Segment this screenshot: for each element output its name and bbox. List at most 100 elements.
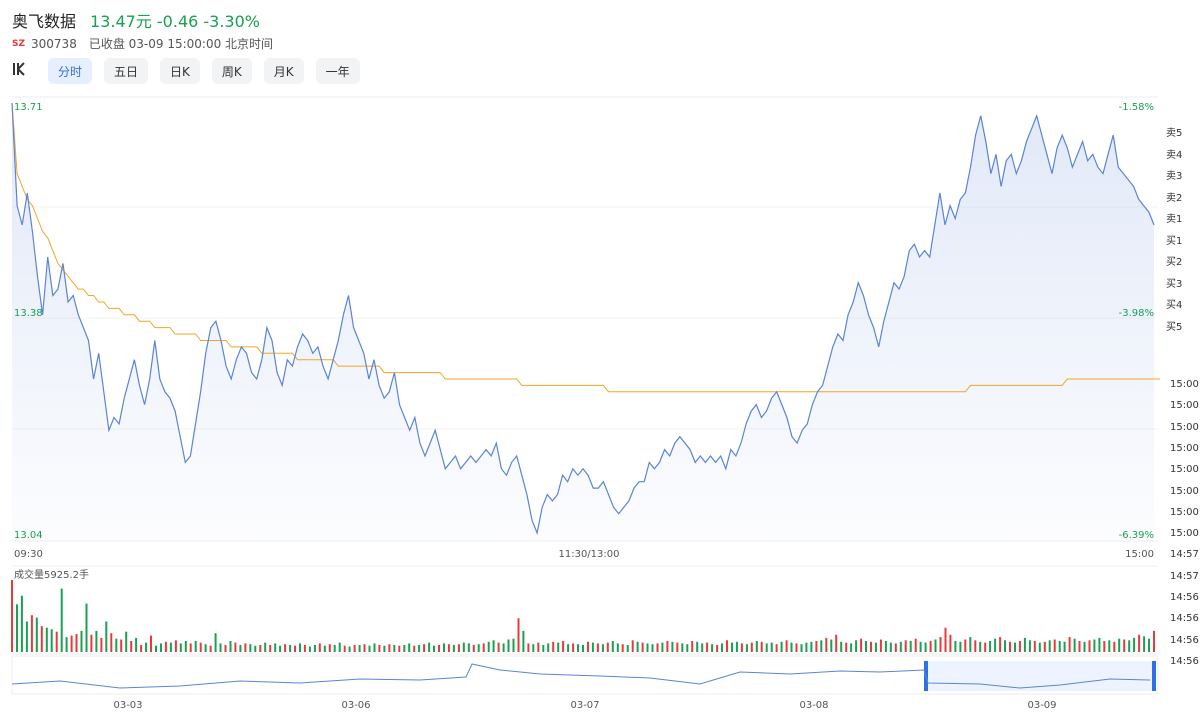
volume-bar: [587, 641, 589, 652]
volume-bar: [269, 645, 272, 652]
volume-bar: [383, 645, 386, 652]
volume-bar: [701, 643, 704, 652]
navigator-right-handle[interactable]: [1152, 661, 1156, 691]
volume-bar: [1128, 640, 1131, 652]
volume-bar: [219, 643, 222, 652]
volume-bar: [735, 641, 738, 652]
tab-intraday[interactable]: 分时: [48, 58, 93, 84]
volume-bar: [894, 643, 897, 652]
volume-bar: [840, 641, 843, 652]
volume-bar: [716, 645, 719, 652]
volume-bar: [527, 643, 530, 652]
volume-bar: [135, 637, 138, 652]
volume-bar: [686, 644, 689, 652]
tab-daily-k[interactable]: 日K: [160, 58, 200, 84]
intraday-chart[interactable]: 13.71 13.38 13.04 -1.58% -3.98% -6.39% 0…: [0, 95, 1160, 712]
volume-bar: [810, 641, 813, 652]
volume-bar: [428, 642, 431, 652]
navigator-frame: [11, 655, 1159, 695]
volume-bar: [691, 641, 694, 652]
volume-bar: [572, 643, 575, 652]
volume-bar: [492, 640, 495, 652]
volume-bars: [11, 580, 1155, 652]
volume-bar: [740, 643, 743, 652]
volume-bar: [378, 645, 381, 652]
volume-bar: [447, 644, 450, 652]
volume-bar: [1023, 637, 1026, 652]
volume-bar: [189, 643, 192, 652]
volume-bar: [467, 643, 470, 652]
volume-bar: [924, 642, 927, 652]
stock-sub-info: SZ 300738 已收盘 03-09 15:00:00 北京时间: [12, 35, 273, 52]
volume-bar: [423, 644, 426, 652]
volume-bar: [60, 588, 63, 652]
volume-bar: [1133, 637, 1136, 652]
volume-bar: [438, 645, 440, 652]
y-label-mid: 13.38: [14, 308, 43, 319]
volume-bar: [651, 644, 654, 652]
trade-time: 15:00: [1170, 442, 1199, 454]
tab-monthly-k[interactable]: 月K: [263, 58, 304, 84]
y-label-high: 13.71: [14, 102, 43, 113]
volume-bar: [209, 645, 212, 652]
volume-bar: [388, 644, 391, 652]
volume-bar: [323, 645, 326, 652]
volume-bar: [234, 642, 237, 652]
volume-bar: [1083, 641, 1086, 652]
volume-bar: [989, 641, 992, 652]
stock-name: 奥飞数据: [12, 12, 77, 31]
volume-bar: [591, 642, 594, 652]
order-book-level: 卖1: [1166, 214, 1183, 225]
price-area: [12, 103, 1154, 541]
volume-bar: [299, 643, 301, 652]
volume-bar: [1113, 641, 1116, 652]
volume-bar: [477, 644, 480, 652]
volume-bar: [413, 645, 416, 652]
volume-bar: [30, 615, 33, 652]
volume-bar: [204, 644, 207, 652]
kline-icon[interactable]: [12, 61, 36, 81]
market-status: 已收盘 03-09 15:00:00 北京时间: [88, 37, 274, 51]
volume-bar: [522, 630, 525, 652]
volume-bar: [726, 640, 728, 652]
volume-bar: [964, 639, 967, 652]
volume-bar: [363, 644, 366, 652]
volume-bar: [537, 642, 540, 652]
tab-five-day[interactable]: 五日: [104, 58, 149, 84]
volume-bar: [1018, 641, 1021, 652]
volume-bar: [472, 645, 475, 652]
volume-bar: [40, 626, 43, 652]
volume-bar: [1103, 641, 1106, 652]
volume-bar: [393, 645, 396, 652]
volume-bar: [507, 639, 510, 652]
volume-bar: [1038, 642, 1041, 652]
volume-bar: [557, 642, 560, 652]
volume-bar: [1043, 641, 1046, 652]
trade-time: 14:56: [1170, 634, 1199, 646]
volume-bar: [239, 645, 242, 652]
volume-bar: [795, 643, 798, 652]
trade-time: 14:57: [1170, 570, 1199, 582]
volume-bar: [403, 645, 406, 652]
order-book-level: 卖5: [1166, 128, 1183, 139]
volume-bar: [343, 645, 346, 652]
volume-bar: [547, 643, 550, 652]
volume-bar: [274, 643, 277, 652]
volume-bar: [333, 645, 336, 652]
volume-bar: [80, 630, 83, 652]
volume-bar: [244, 643, 247, 652]
volume-bar: [328, 644, 331, 652]
order-book-level: 买3: [1166, 278, 1183, 290]
tab-weekly-k[interactable]: 周K: [211, 58, 252, 84]
tab-one-year[interactable]: 一年: [315, 58, 360, 84]
volume-bar: [889, 642, 892, 652]
volume-bar: [1063, 641, 1066, 652]
volume-bar: [805, 642, 808, 652]
volume-bar: [308, 646, 311, 652]
volume-bar: [770, 642, 773, 652]
volume-bar: [174, 640, 177, 652]
volume-bar: [969, 637, 972, 652]
volume-bar: [874, 642, 877, 652]
period-toolbar: 分时 五日 日K 周K 月K 一年: [12, 58, 360, 84]
title-row: 奥飞数据 13.47元 -0.46 -3.30%: [12, 8, 273, 32]
